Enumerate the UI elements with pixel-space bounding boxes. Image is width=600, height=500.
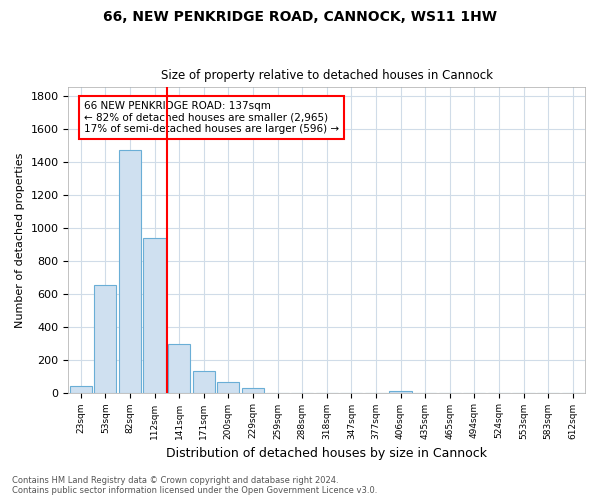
Bar [94,286,116,393]
Title: Size of property relative to detached houses in Cannock: Size of property relative to detached ho… [161,69,493,82]
Bar [119,150,141,392]
X-axis label: Distribution of detached houses by size in Cannock: Distribution of detached houses by size … [166,447,487,460]
Bar [168,344,190,393]
Y-axis label: Number of detached properties: Number of detached properties [15,152,25,328]
Bar [217,382,239,392]
Bar [389,391,412,392]
Bar [193,371,215,392]
Text: 66, NEW PENKRIDGE ROAD, CANNOCK, WS11 1HW: 66, NEW PENKRIDGE ROAD, CANNOCK, WS11 1H… [103,10,497,24]
Text: Contains HM Land Registry data © Crown copyright and database right 2024.
Contai: Contains HM Land Registry data © Crown c… [12,476,377,495]
Bar [242,388,264,392]
Bar [70,386,92,392]
Bar [143,238,166,392]
Text: 66 NEW PENKRIDGE ROAD: 137sqm
← 82% of detached houses are smaller (2,965)
17% o: 66 NEW PENKRIDGE ROAD: 137sqm ← 82% of d… [84,101,339,134]
